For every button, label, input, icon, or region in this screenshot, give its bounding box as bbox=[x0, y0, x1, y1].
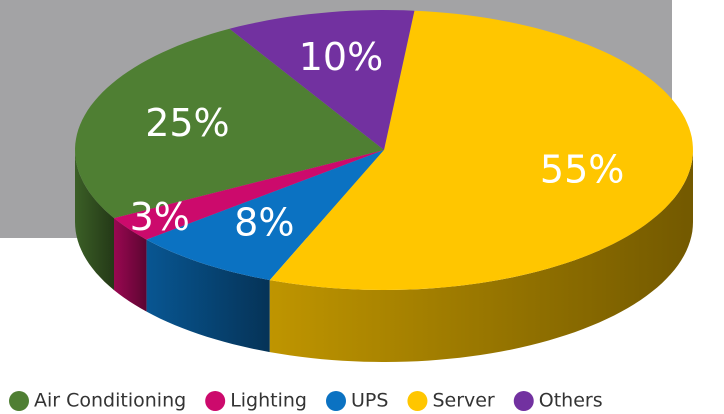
slice bbox=[269, 10, 693, 290]
legend-label: UPS bbox=[351, 390, 388, 412]
slice-side bbox=[75, 150, 114, 291]
legend-label: Air Conditioning bbox=[34, 390, 186, 412]
legend-label: Server bbox=[432, 390, 494, 412]
slice bbox=[229, 10, 415, 150]
legend-swatch bbox=[205, 391, 226, 411]
slice-label: 10% bbox=[299, 35, 383, 79]
slice-label: 55% bbox=[540, 147, 624, 191]
slice-side bbox=[146, 239, 270, 353]
legend-swatch bbox=[513, 391, 534, 411]
slice bbox=[75, 28, 384, 219]
legend-swatch bbox=[9, 391, 29, 411]
slice-label: 8% bbox=[234, 200, 294, 244]
slice-side bbox=[114, 218, 147, 312]
slice-label: 25% bbox=[145, 101, 229, 145]
legend-swatch bbox=[326, 391, 346, 411]
legend-label: Lighting bbox=[230, 390, 307, 412]
legend-label: Others bbox=[539, 390, 603, 412]
slice-side bbox=[269, 150, 693, 362]
slice bbox=[146, 150, 384, 281]
slice bbox=[114, 150, 384, 240]
legend-swatch bbox=[407, 391, 428, 411]
slice-label: 3% bbox=[130, 195, 190, 239]
